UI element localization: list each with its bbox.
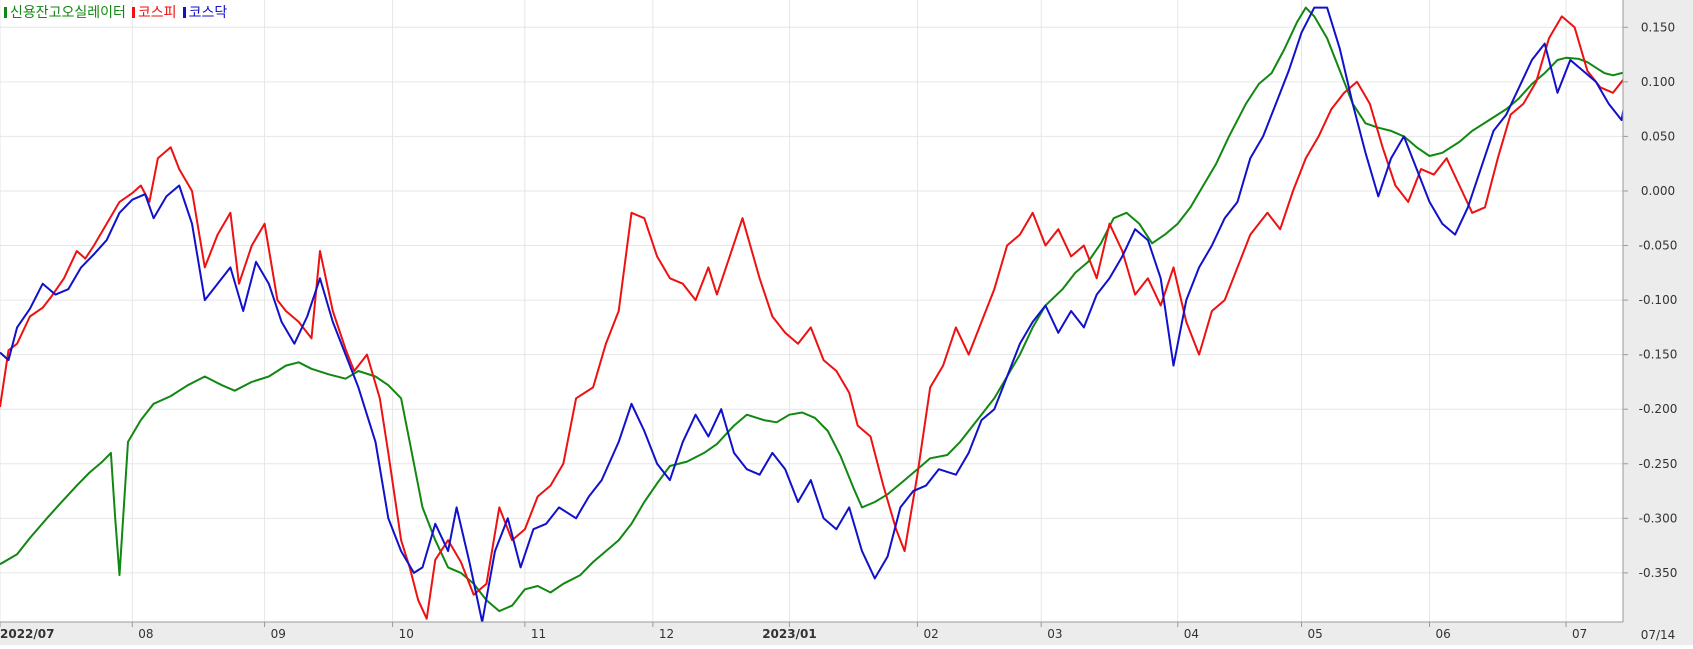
legend-label: 신용잔고오실레이터 (10, 5, 126, 21)
grid-layer (0, 0, 1623, 622)
x-tick-label: 09 (271, 627, 286, 641)
y-tick-label: -0.300 (1639, 511, 1678, 525)
y-tick-label: -0.100 (1639, 293, 1678, 307)
legend-swatch (131, 7, 135, 18)
y-tick-label: -0.200 (1639, 402, 1678, 416)
x-tick-label: 2023/01 (762, 627, 816, 641)
y-tick-label: -0.250 (1639, 457, 1678, 471)
y-tick-label: -0.150 (1639, 348, 1678, 362)
legend-swatch (182, 7, 186, 18)
x-tick-label: 05 (1307, 627, 1322, 641)
legend-swatch (4, 7, 7, 18)
x-tick-label: 10 (399, 627, 414, 641)
x-tick-label: 06 (1436, 627, 1451, 641)
x-tick-label: 12 (659, 627, 674, 641)
series-line (0, 6, 1669, 613)
y-axis-ticks: 0.150 0.100 0.050 0.000 -0.050 -0.100 -0.150 -0… (1623, 20, 1677, 580)
legend-label: 코스피 (137, 5, 177, 21)
y-tick-label: -0.050 (1639, 239, 1678, 253)
x-tick-label: 11 (531, 627, 546, 641)
series-line (0, 6, 1678, 623)
x-tick-label: 02 (923, 627, 938, 641)
y-tick-label: 0.000 (1641, 184, 1675, 198)
x-axis-ticks: 2022/07 08 09 10 11 12 2023/01 02 03 04 05 06 07 (0, 622, 1587, 641)
x-axis-end-label: 07/14 (1641, 628, 1676, 642)
x-tick-label: 08 (138, 627, 153, 641)
y-tick-label: -0.350 (1639, 566, 1678, 580)
x-tick-label: 2022/07 (0, 627, 54, 641)
x-tick-label: 07 (1572, 627, 1587, 641)
legend-item: 신용잔고오실레이터 (4, 5, 126, 21)
y-axis-band (1623, 0, 1693, 645)
legend: 신용잔고오실레이터 코스피 코스닥 (4, 2, 233, 22)
legend-item: 코스피 (131, 5, 177, 21)
y-tick-label: 0.150 (1641, 20, 1675, 34)
series-line (0, 15, 1678, 620)
x-tick-label: 03 (1047, 627, 1062, 641)
series-layer (0, 6, 1678, 623)
x-tick-label: 04 (1184, 627, 1199, 641)
x-axis-band (0, 622, 1693, 645)
y-tick-label: 0.050 (1641, 129, 1675, 143)
legend-label: 코스닥 (188, 5, 228, 21)
legend-item: 코스닥 (182, 5, 228, 21)
y-tick-label: 0.100 (1641, 75, 1675, 89)
